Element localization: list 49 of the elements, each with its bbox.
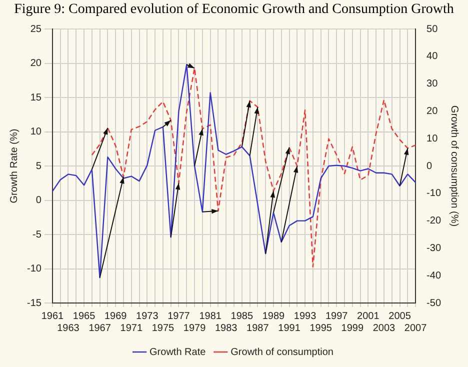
- y-tick-label: 0: [36, 195, 42, 206]
- legend-label: Growth Rate: [150, 346, 206, 358]
- x-tick-label: 1987: [246, 322, 270, 334]
- x-tick-label: 1963: [57, 322, 80, 334]
- x-tick-label: 2003: [372, 322, 396, 334]
- x-tick-label: 2007: [404, 322, 428, 334]
- x-tick-label: 1999: [341, 322, 364, 334]
- y-tick-label: 10: [30, 126, 42, 138]
- x-tick-label: 1961: [41, 310, 64, 322]
- y-tick-label: -10: [27, 264, 42, 274]
- y2-tick-label: 20: [426, 106, 438, 117]
- x-tick-label: 1971: [120, 322, 143, 334]
- x-tick-label: 1979: [183, 322, 206, 334]
- y2-tick-label: 50: [426, 24, 438, 35]
- y2-tick-label: 10: [426, 133, 438, 144]
- y-tick-label: -15: [27, 298, 42, 309]
- x-tick-label: 1977: [168, 310, 190, 322]
- y-tick-label: -5: [32, 229, 42, 240]
- y2-tick-label: 0: [426, 160, 433, 172]
- x-tick-label: 1991: [278, 322, 301, 334]
- chart-title: Figure 9: Compared evolution of Economic Growth and Consumption Growth: [13, 1, 455, 19]
- y2-tick-label: -20: [426, 216, 442, 227]
- x-tick-label: 2001: [357, 310, 380, 322]
- x-tick-label: 1973: [136, 310, 159, 322]
- y-axis-title: Growth Rate (%): [8, 128, 20, 204]
- x-tick-label: 1985: [230, 310, 254, 322]
- y-tick-label: 20: [30, 58, 42, 69]
- y2-tick-label: -10: [426, 188, 442, 200]
- x-tick-label: 1989: [262, 310, 286, 322]
- y2-tick-label: -30: [426, 242, 442, 254]
- y2-tick-label: 30: [426, 78, 438, 90]
- y-tick-label: 25: [30, 24, 42, 35]
- y2-tick-label: -50: [426, 298, 442, 309]
- x-tick-label: 1967: [88, 322, 112, 334]
- x-tick-label: 1995: [310, 322, 332, 334]
- x-tick-label: 1983: [214, 322, 238, 334]
- y-tick-label: 5: [36, 160, 42, 172]
- x-tick-label: 1975: [152, 322, 175, 334]
- y2-tick-label: 40: [426, 51, 438, 62]
- legend-label: Growth of consumption: [230, 346, 334, 358]
- x-tick-label: 1997: [325, 310, 348, 322]
- x-tick-label: 1965: [72, 310, 96, 322]
- y-tick-label: 15: [30, 92, 42, 104]
- x-tick-label: 1993: [294, 310, 317, 322]
- x-tick-label: 2005: [388, 310, 412, 322]
- x-tick-label: 1981: [199, 310, 222, 322]
- y2-axis-title: Growth of consumption (%): [448, 105, 460, 227]
- x-tick-label: 1969: [104, 310, 128, 322]
- y2-tick-label: -40: [426, 270, 442, 282]
